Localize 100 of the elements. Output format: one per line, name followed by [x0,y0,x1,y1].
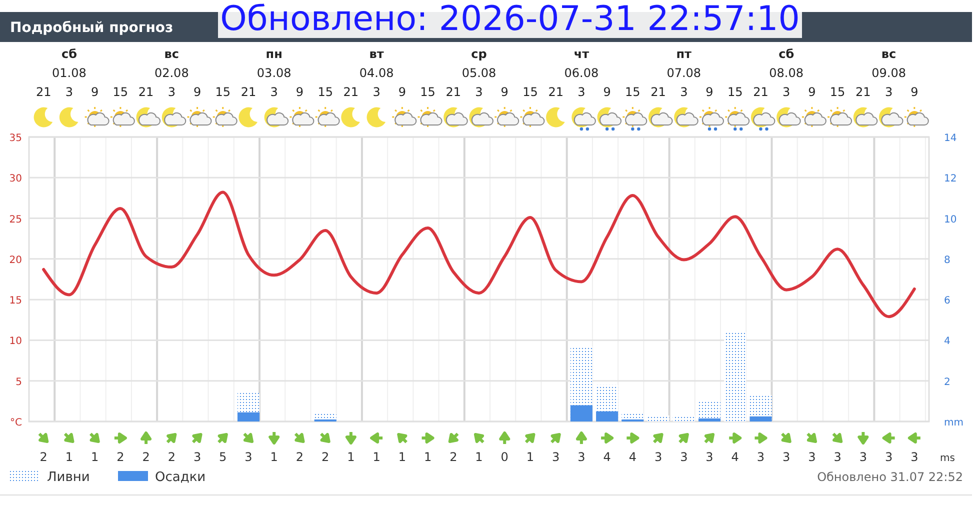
text: вт 04.08 [359,47,394,80]
y-tick-label: 20 [9,254,22,266]
line-series [42,190,916,318]
bar [237,412,260,422]
text: 1 [475,450,483,464]
x-tick-label: 3 [475,85,483,99]
x-tick-label: 21 [650,85,666,99]
y-tick-label: 30 [9,174,22,185]
x-tick-label: 9 [296,85,304,99]
text: 1 [526,450,534,464]
text: пн 03.08 [256,47,292,80]
x-tick-label: 15 [112,85,128,99]
text: 1 [347,450,355,464]
y2-tick-label: 4 [944,336,950,348]
text: 1 [398,450,406,464]
x-tick-label: 21 [446,85,462,99]
bar [698,418,721,422]
text: 2 [450,450,458,464]
y2-tick-label: 6 [944,296,950,307]
y-tick-label: 25 [9,214,22,226]
x-tick-label: 9 [706,85,714,99]
y2-tick-label: 10 [944,214,957,226]
y2-tick-label: 8 [944,254,950,266]
text: 3 [859,450,867,464]
bar [724,332,746,422]
text: 1 [424,450,432,464]
y2-tick-label: 14 [944,133,957,144]
text: сб 01.08 [52,47,86,80]
text: 3 [782,450,790,464]
text: 3 [706,450,714,464]
x-tick-label: 15 [625,85,640,99]
x-tick-label: 21 [343,85,359,99]
text: 1 [91,450,99,464]
text: 3 [680,450,688,464]
y2-tick-label: 2 [944,376,950,388]
y-tick-label: 10 [9,336,22,348]
x-tick-label: 9 [500,85,508,99]
x-tick-label: 15 [215,85,231,99]
text: пт 07.08 [666,47,702,80]
text: 3 [193,450,202,464]
text: 3 [910,450,918,464]
text: Обновлено 31.07 22:52 [817,470,963,484]
text: 4 [731,450,739,464]
x-tick-label: 3 [372,85,380,99]
text: 3 [578,450,586,464]
x-tick-label: 3 [65,85,74,99]
x-tick-label: 3 [680,85,688,99]
x-tick-label: 9 [91,85,99,99]
x-tick-label: 9 [808,85,816,99]
y2-tick-label: 12 [944,174,957,185]
y-tick-label: 15 [9,296,22,307]
text: 3 [244,450,252,464]
x-tick-label: 15 [727,85,743,99]
x-tick-label: 15 [522,85,538,99]
text: сб 08.08 [769,47,804,80]
x-tick-label: 15 [830,85,846,99]
x-tick-label: 21 [856,85,871,99]
text: 3 [834,450,842,464]
x-tick-label: 3 [884,85,893,99]
text: 4 [628,450,636,464]
x-tick-label: 3 [270,85,278,99]
x-tick-label: 3 [578,85,586,99]
text: 2 [322,450,330,464]
x-tick-label: 9 [910,85,918,99]
x-tick-label: 3 [782,85,790,99]
text: 1 [65,450,74,464]
bar [750,416,772,422]
text: 2 [116,450,124,464]
text: 5 [219,450,227,464]
y-tick-label: °C [10,418,22,428]
text: 2 [168,450,176,464]
x-tick-label: 9 [193,85,202,99]
x-tick-label: 21 [36,85,52,99]
text: 1 [372,450,380,464]
text: 3 [654,450,662,464]
x-tick-label: 9 [603,85,611,99]
text: ср 05.08 [462,47,496,80]
text: 0 [500,450,508,464]
text: вс 02.08 [154,47,189,80]
x-tick-label: 21 [548,85,564,99]
bar [570,405,592,422]
y2-tick-label: mm [944,418,964,428]
text: 3 [552,450,560,464]
text: 3 [884,450,893,464]
text: ms [940,453,955,464]
text: 1 [270,450,278,464]
x-tick-label: 15 [318,85,333,99]
text: 3 [808,450,816,464]
text: 2 [296,450,304,464]
legend-label: Осадки [155,470,206,485]
bar [672,415,695,422]
text: 2 [40,450,48,464]
legend-label: Ливни [47,470,90,485]
text: 2 [142,450,150,464]
x-tick-label: 21 [240,85,256,99]
bar [596,411,618,422]
x-tick-label: 21 [138,85,154,99]
x-tick-label: 15 [420,85,436,99]
y-tick-label: 35 [9,133,22,144]
text: вс 09.08 [872,47,906,80]
